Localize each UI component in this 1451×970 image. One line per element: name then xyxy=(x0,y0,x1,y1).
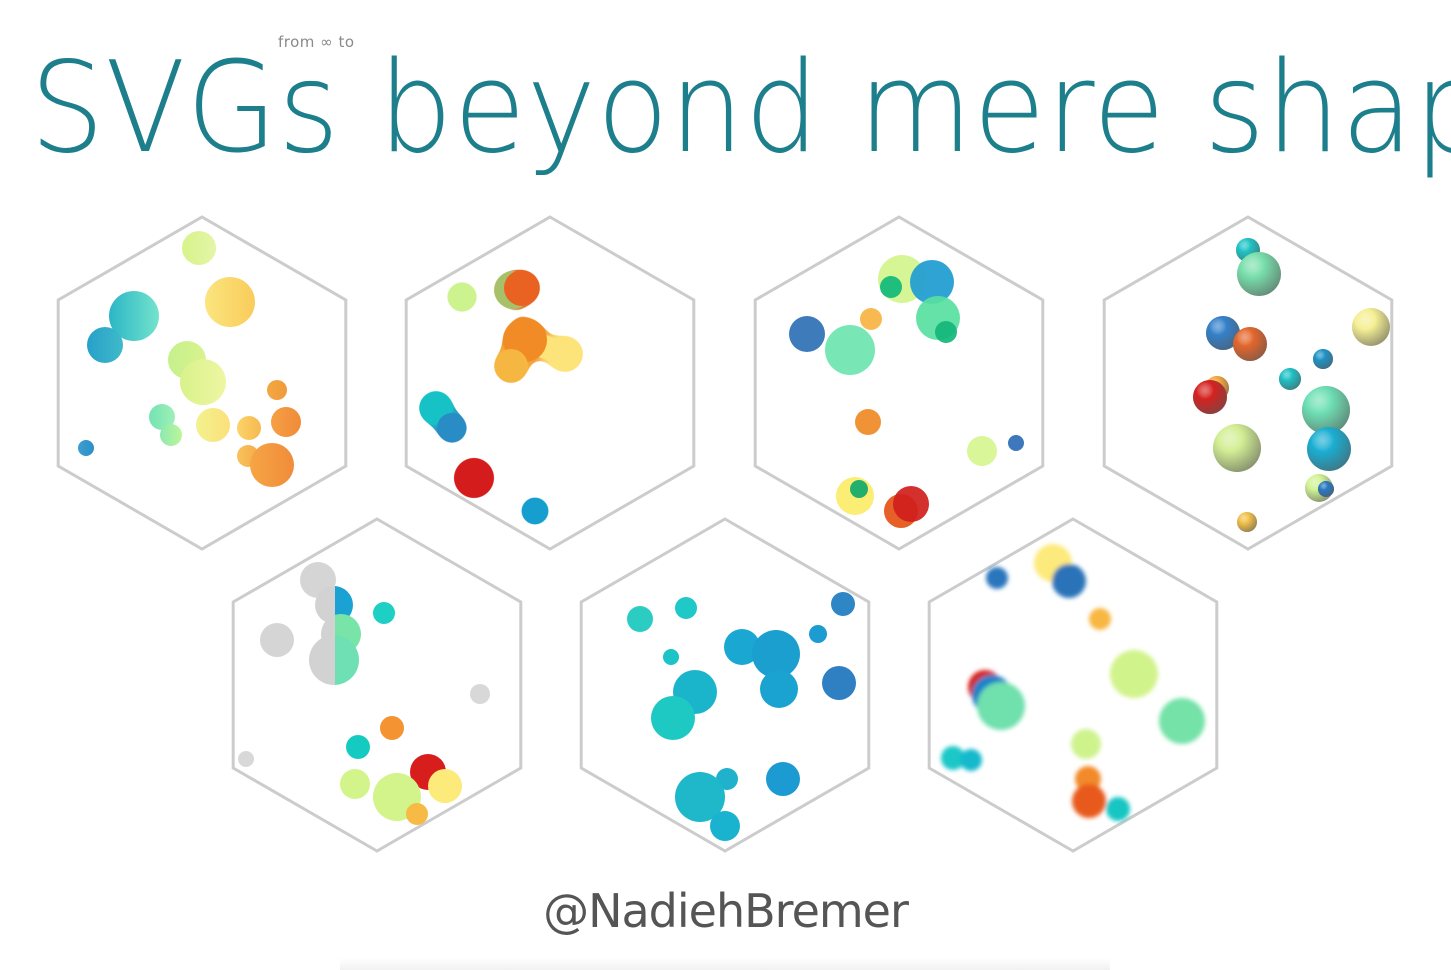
data-circle xyxy=(182,231,216,265)
hexagon-flat xyxy=(581,519,869,851)
data-circle xyxy=(428,769,462,803)
sphere-shading xyxy=(1318,481,1334,497)
sphere-shading xyxy=(1213,424,1261,472)
footer-shade xyxy=(340,958,1110,970)
data-circle xyxy=(1071,729,1101,759)
data-circle xyxy=(760,670,798,708)
data-circle xyxy=(1106,797,1130,821)
sphere-shading xyxy=(1233,327,1267,361)
data-circle xyxy=(675,597,697,619)
data-circle xyxy=(1052,564,1086,598)
hexagon-clip xyxy=(233,519,521,851)
sphere-shading xyxy=(1237,252,1281,296)
sphere-shading xyxy=(1352,308,1390,346)
circle-group xyxy=(941,544,1205,821)
data-circle xyxy=(850,480,868,498)
data-circle xyxy=(271,407,301,437)
data-circle xyxy=(373,602,395,624)
data-circle xyxy=(1110,650,1158,698)
data-circle xyxy=(470,684,490,704)
data-circle xyxy=(651,696,695,740)
circle-group xyxy=(627,592,856,841)
sphere-shading xyxy=(1237,512,1257,532)
sphere-shading xyxy=(1313,349,1333,369)
data-circle xyxy=(87,327,123,363)
hexagon-outline xyxy=(406,217,694,549)
sphere-shading xyxy=(1307,427,1351,471)
author-credit[interactable]: @NadiehBremer xyxy=(0,884,1451,938)
data-circle xyxy=(822,666,856,700)
data-circle xyxy=(809,625,827,643)
data-circle xyxy=(663,649,679,665)
data-circle xyxy=(960,749,982,771)
data-circle xyxy=(180,359,226,405)
data-circle xyxy=(1072,784,1106,818)
data-circle xyxy=(935,321,957,343)
data-circle xyxy=(196,408,230,442)
data-circle xyxy=(860,308,882,330)
data-circle xyxy=(340,769,370,799)
data-circle xyxy=(504,270,540,306)
data-circle xyxy=(406,803,428,825)
data-circle xyxy=(205,277,255,327)
sphere-shading xyxy=(1279,368,1301,390)
data-circle xyxy=(967,436,997,466)
hexagon-blend xyxy=(755,217,1043,549)
data-circle xyxy=(977,682,1025,730)
circle-group xyxy=(238,562,490,825)
data-circle xyxy=(346,735,370,759)
data-circle xyxy=(547,336,583,372)
data-circle xyxy=(250,443,294,487)
data-circle xyxy=(789,316,825,352)
data-circle xyxy=(855,409,881,435)
hexagon-spheres xyxy=(1104,217,1392,549)
data-circle xyxy=(454,458,494,498)
data-circle xyxy=(494,349,528,383)
data-circle xyxy=(521,497,549,525)
data-circle xyxy=(1159,698,1205,744)
data-circle xyxy=(437,413,467,443)
data-circle xyxy=(1089,608,1111,630)
data-circle xyxy=(380,716,404,740)
data-circle xyxy=(267,380,287,400)
data-circle xyxy=(78,440,94,456)
data-circle xyxy=(160,424,182,446)
data-circle xyxy=(260,623,294,657)
data-circle xyxy=(825,325,875,375)
data-circle xyxy=(893,486,929,522)
data-circle xyxy=(766,762,800,796)
hexagon-gradients xyxy=(58,217,346,549)
circle-group xyxy=(789,255,1024,528)
data-circle xyxy=(710,811,740,841)
data-circle xyxy=(237,416,261,440)
data-circle xyxy=(831,592,855,616)
data-circle xyxy=(627,606,653,632)
data-circle xyxy=(1008,435,1024,451)
data-circle xyxy=(238,751,254,767)
hexagon-gooey xyxy=(406,217,694,549)
data-circle xyxy=(880,276,902,298)
sphere-shading xyxy=(1302,386,1350,434)
sphere-shading xyxy=(1193,380,1227,414)
data-circle xyxy=(447,282,477,312)
data-circle xyxy=(986,567,1008,589)
hexagon-blur xyxy=(929,519,1217,851)
